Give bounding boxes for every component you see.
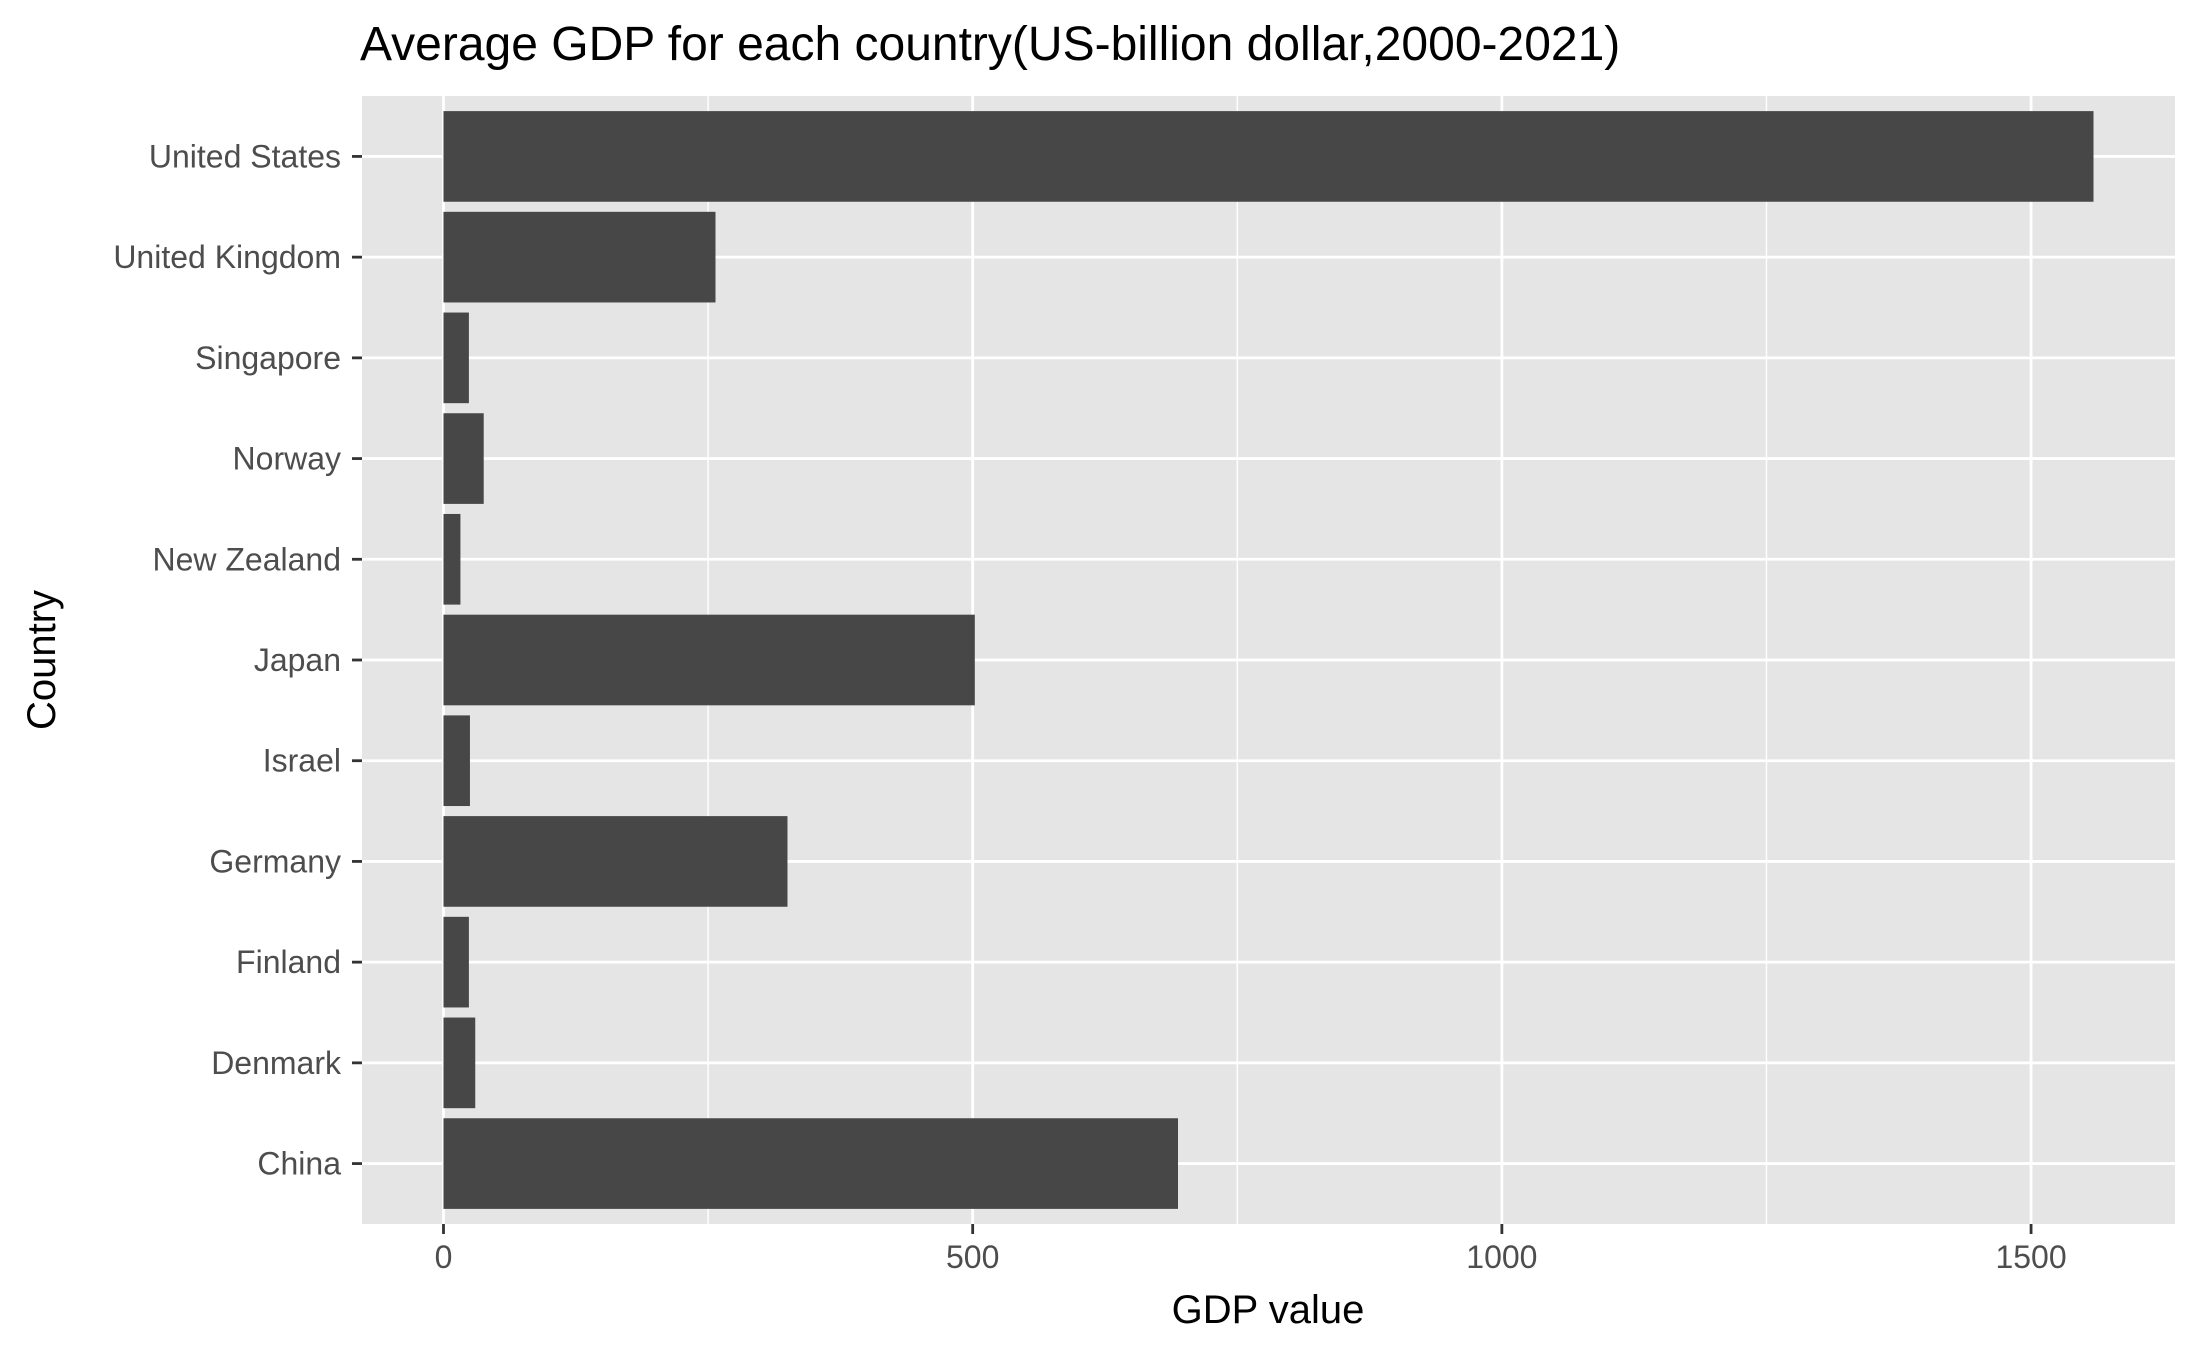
x-axis-title: GDP value bbox=[1172, 1288, 1365, 1332]
y-tick-label: Denmark bbox=[211, 1045, 342, 1081]
y-tick-label: Japan bbox=[254, 642, 341, 678]
bar-germany bbox=[443, 816, 788, 907]
y-axis-title: Country bbox=[20, 590, 64, 730]
bar-new-zealand bbox=[443, 513, 461, 605]
bar-united-kingdom bbox=[443, 211, 716, 303]
y-tick-label: Israel bbox=[263, 743, 341, 779]
bar-norway bbox=[443, 413, 484, 504]
x-tick-label: 1500 bbox=[1995, 1239, 2066, 1275]
chart-title: Average GDP for each country(US-billion … bbox=[360, 18, 1620, 71]
y-tick-label: Singapore bbox=[195, 340, 341, 376]
bar-japan bbox=[443, 614, 975, 706]
bar-united-states bbox=[443, 111, 2094, 202]
bar-finland bbox=[443, 916, 469, 1008]
bar-singapore bbox=[443, 312, 469, 404]
y-tick-label: United Kingdom bbox=[113, 239, 341, 275]
bar-israel bbox=[443, 715, 470, 807]
y-tick-label: Norway bbox=[233, 441, 341, 477]
bar-denmark bbox=[443, 1017, 476, 1109]
x-tick-label: 1000 bbox=[1466, 1239, 1537, 1275]
bar-china bbox=[443, 1118, 1179, 1209]
x-tick-label: 0 bbox=[435, 1239, 453, 1275]
y-tick-label: New Zealand bbox=[152, 541, 341, 577]
y-tick-label: United States bbox=[149, 138, 341, 174]
bars bbox=[443, 111, 2094, 1209]
y-tick-label: China bbox=[257, 1146, 341, 1182]
x-tick-label: 500 bbox=[946, 1239, 999, 1275]
y-tick-label: Finland bbox=[236, 944, 341, 980]
y-axis: China Denmark Finland Germany Israel Japan New… bbox=[113, 138, 362, 1182]
y-tick-label: Germany bbox=[209, 843, 341, 879]
x-axis: 0 500 1000 1500 bbox=[435, 1224, 2067, 1275]
